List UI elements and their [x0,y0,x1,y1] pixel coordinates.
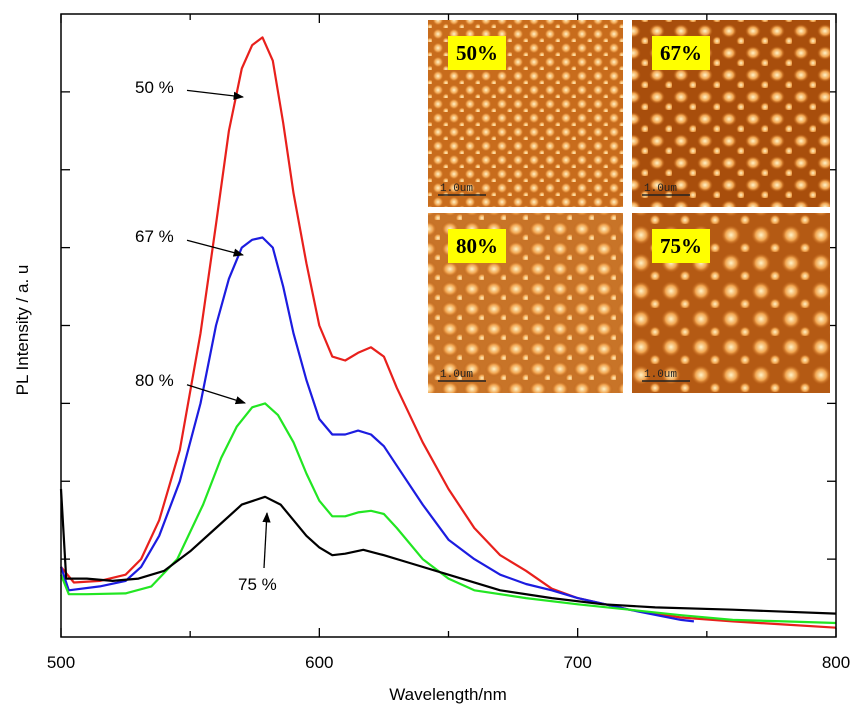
inset-label-box [652,229,710,263]
x-tick-label: 700 [563,653,591,672]
curve-annotation: 67 % [135,227,174,246]
series-line [60,36,837,629]
series-line [59,236,695,623]
x-axis-label: Wavelength/nm [389,685,506,704]
scale-bar-label: 1.0um [440,369,473,381]
inset-label-box [448,229,506,263]
y-axis-label: PL Intensity / a. u [13,265,32,396]
inset-label: 67% [660,41,702,65]
annotation-arrow [186,89,245,101]
series-line [59,488,837,615]
plot-area [59,36,837,629]
x-tick-label: 800 [822,653,850,672]
curve-annotation: 50 % [135,78,174,97]
x-tick-label: 600 [305,653,333,672]
inset-label-box [652,36,710,70]
annotation-arrow [186,239,245,257]
annotation-arrow [186,384,246,405]
inset-label: 80% [456,234,498,258]
scale-bar-label: 1.0um [440,183,473,195]
inset-label: 75% [660,234,702,258]
x-tick-label: 500 [47,653,75,672]
curve-annotation: 80 % [135,371,174,390]
annotation-arrow [262,511,271,569]
scale-bar-label: 1.0um [644,369,677,381]
series-line [59,402,837,625]
scale-bar-label: 1.0um [644,183,677,195]
inset-label: 50% [456,41,498,65]
inset-label-box [448,36,506,70]
curve-annotation: 75 % [238,575,277,594]
